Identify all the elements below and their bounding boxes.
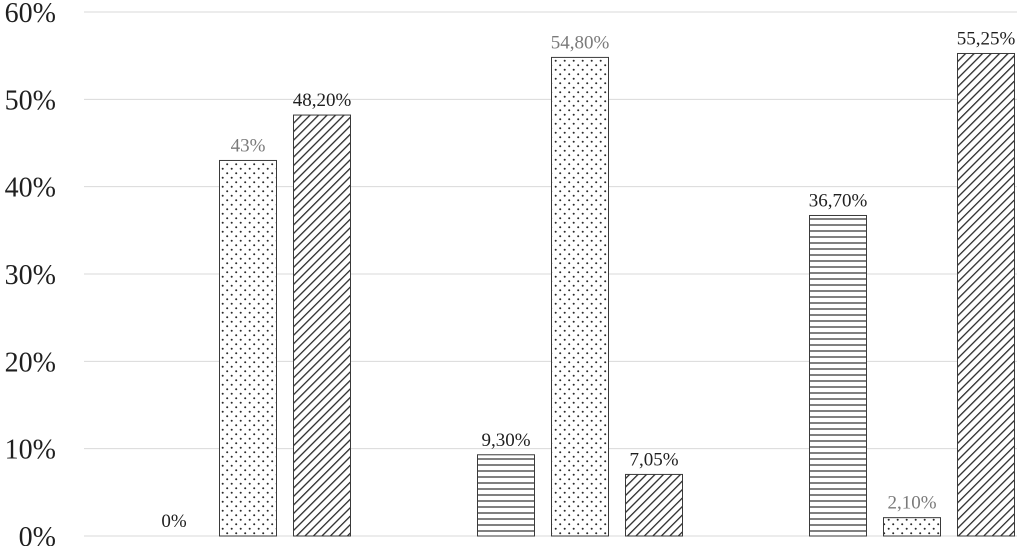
bars <box>219 52 1015 537</box>
bar-dots-2 <box>551 56 609 537</box>
y-tick-label: 10% <box>5 435 56 466</box>
y-axis-tick-labels: 0% 10% 20% 30% 40% 50% 60% <box>5 0 56 546</box>
bar-diagonal-lines-3 <box>957 52 1015 537</box>
bar-diagonal-lines-1 <box>293 114 351 537</box>
data-label: 54,80% <box>551 32 610 53</box>
y-tick-label: 0% <box>19 522 56 546</box>
bar-diagonal-lines-2 <box>625 473 683 537</box>
y-tick-label: 40% <box>5 173 56 204</box>
bar-horizontal-lines-3 <box>809 214 867 537</box>
data-label: 9,30% <box>481 430 530 451</box>
bar-horizontal-lines-2 <box>477 454 535 537</box>
y-tick-label: 30% <box>5 260 56 291</box>
y-tick-label: 20% <box>5 347 56 378</box>
data-label: 2,10% <box>887 493 936 514</box>
y-tick-label: 50% <box>5 85 56 116</box>
bar-dots-1 <box>219 159 277 537</box>
data-label: 0% <box>161 511 187 532</box>
data-labels: 0% 9,30% 36,70% 43% 54,80% 2,10% 48,20% 7,05% 55… <box>161 28 1015 532</box>
data-label: 36,70% <box>809 190 868 211</box>
data-label: 43% <box>231 135 266 156</box>
data-label: 7,05% <box>629 449 678 470</box>
data-label: 48,20% <box>293 90 352 111</box>
y-tick-label: 60% <box>5 0 56 29</box>
bar-dots-3 <box>883 517 941 537</box>
data-label: 55,25% <box>957 28 1016 49</box>
